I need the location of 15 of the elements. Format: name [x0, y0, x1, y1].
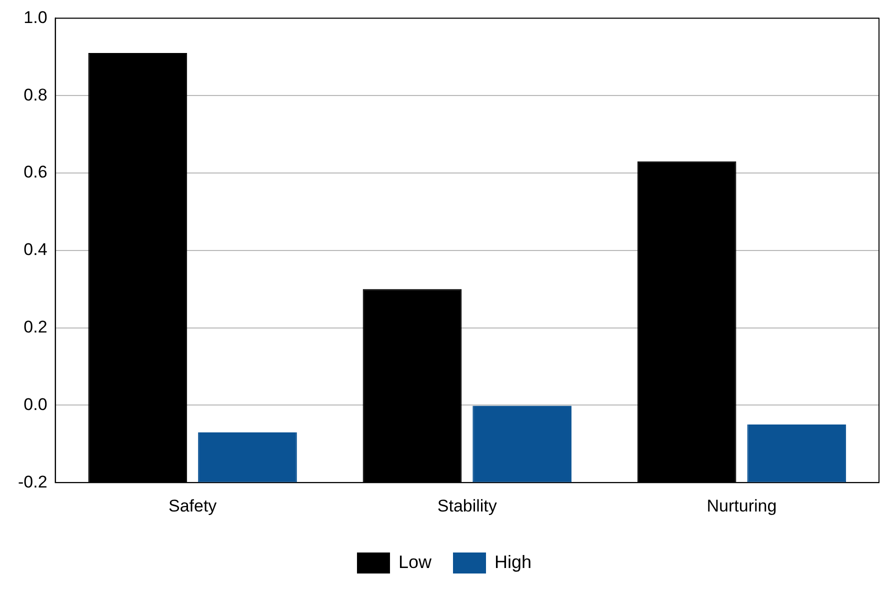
legend-label: Low — [398, 552, 432, 572]
y-tick-label: 0.4 — [24, 240, 48, 260]
x-tick-label: Safety — [168, 496, 218, 516]
legend-label: High — [494, 552, 532, 572]
y-tick-label: 0.6 — [24, 162, 48, 182]
y-tick-label: 1.0 — [24, 8, 48, 27]
y-tick-label: -0.2 — [18, 472, 48, 492]
y-tick-label: 0.8 — [24, 85, 48, 104]
x-tick-label: Stability — [437, 496, 498, 516]
y-tick-label: 0.2 — [24, 317, 48, 336]
bar — [747, 424, 846, 483]
bar — [198, 432, 297, 483]
y-tick-label: 0.0 — [24, 394, 48, 414]
x-tick-label: Nurturing — [706, 496, 777, 516]
bar — [472, 406, 572, 483]
